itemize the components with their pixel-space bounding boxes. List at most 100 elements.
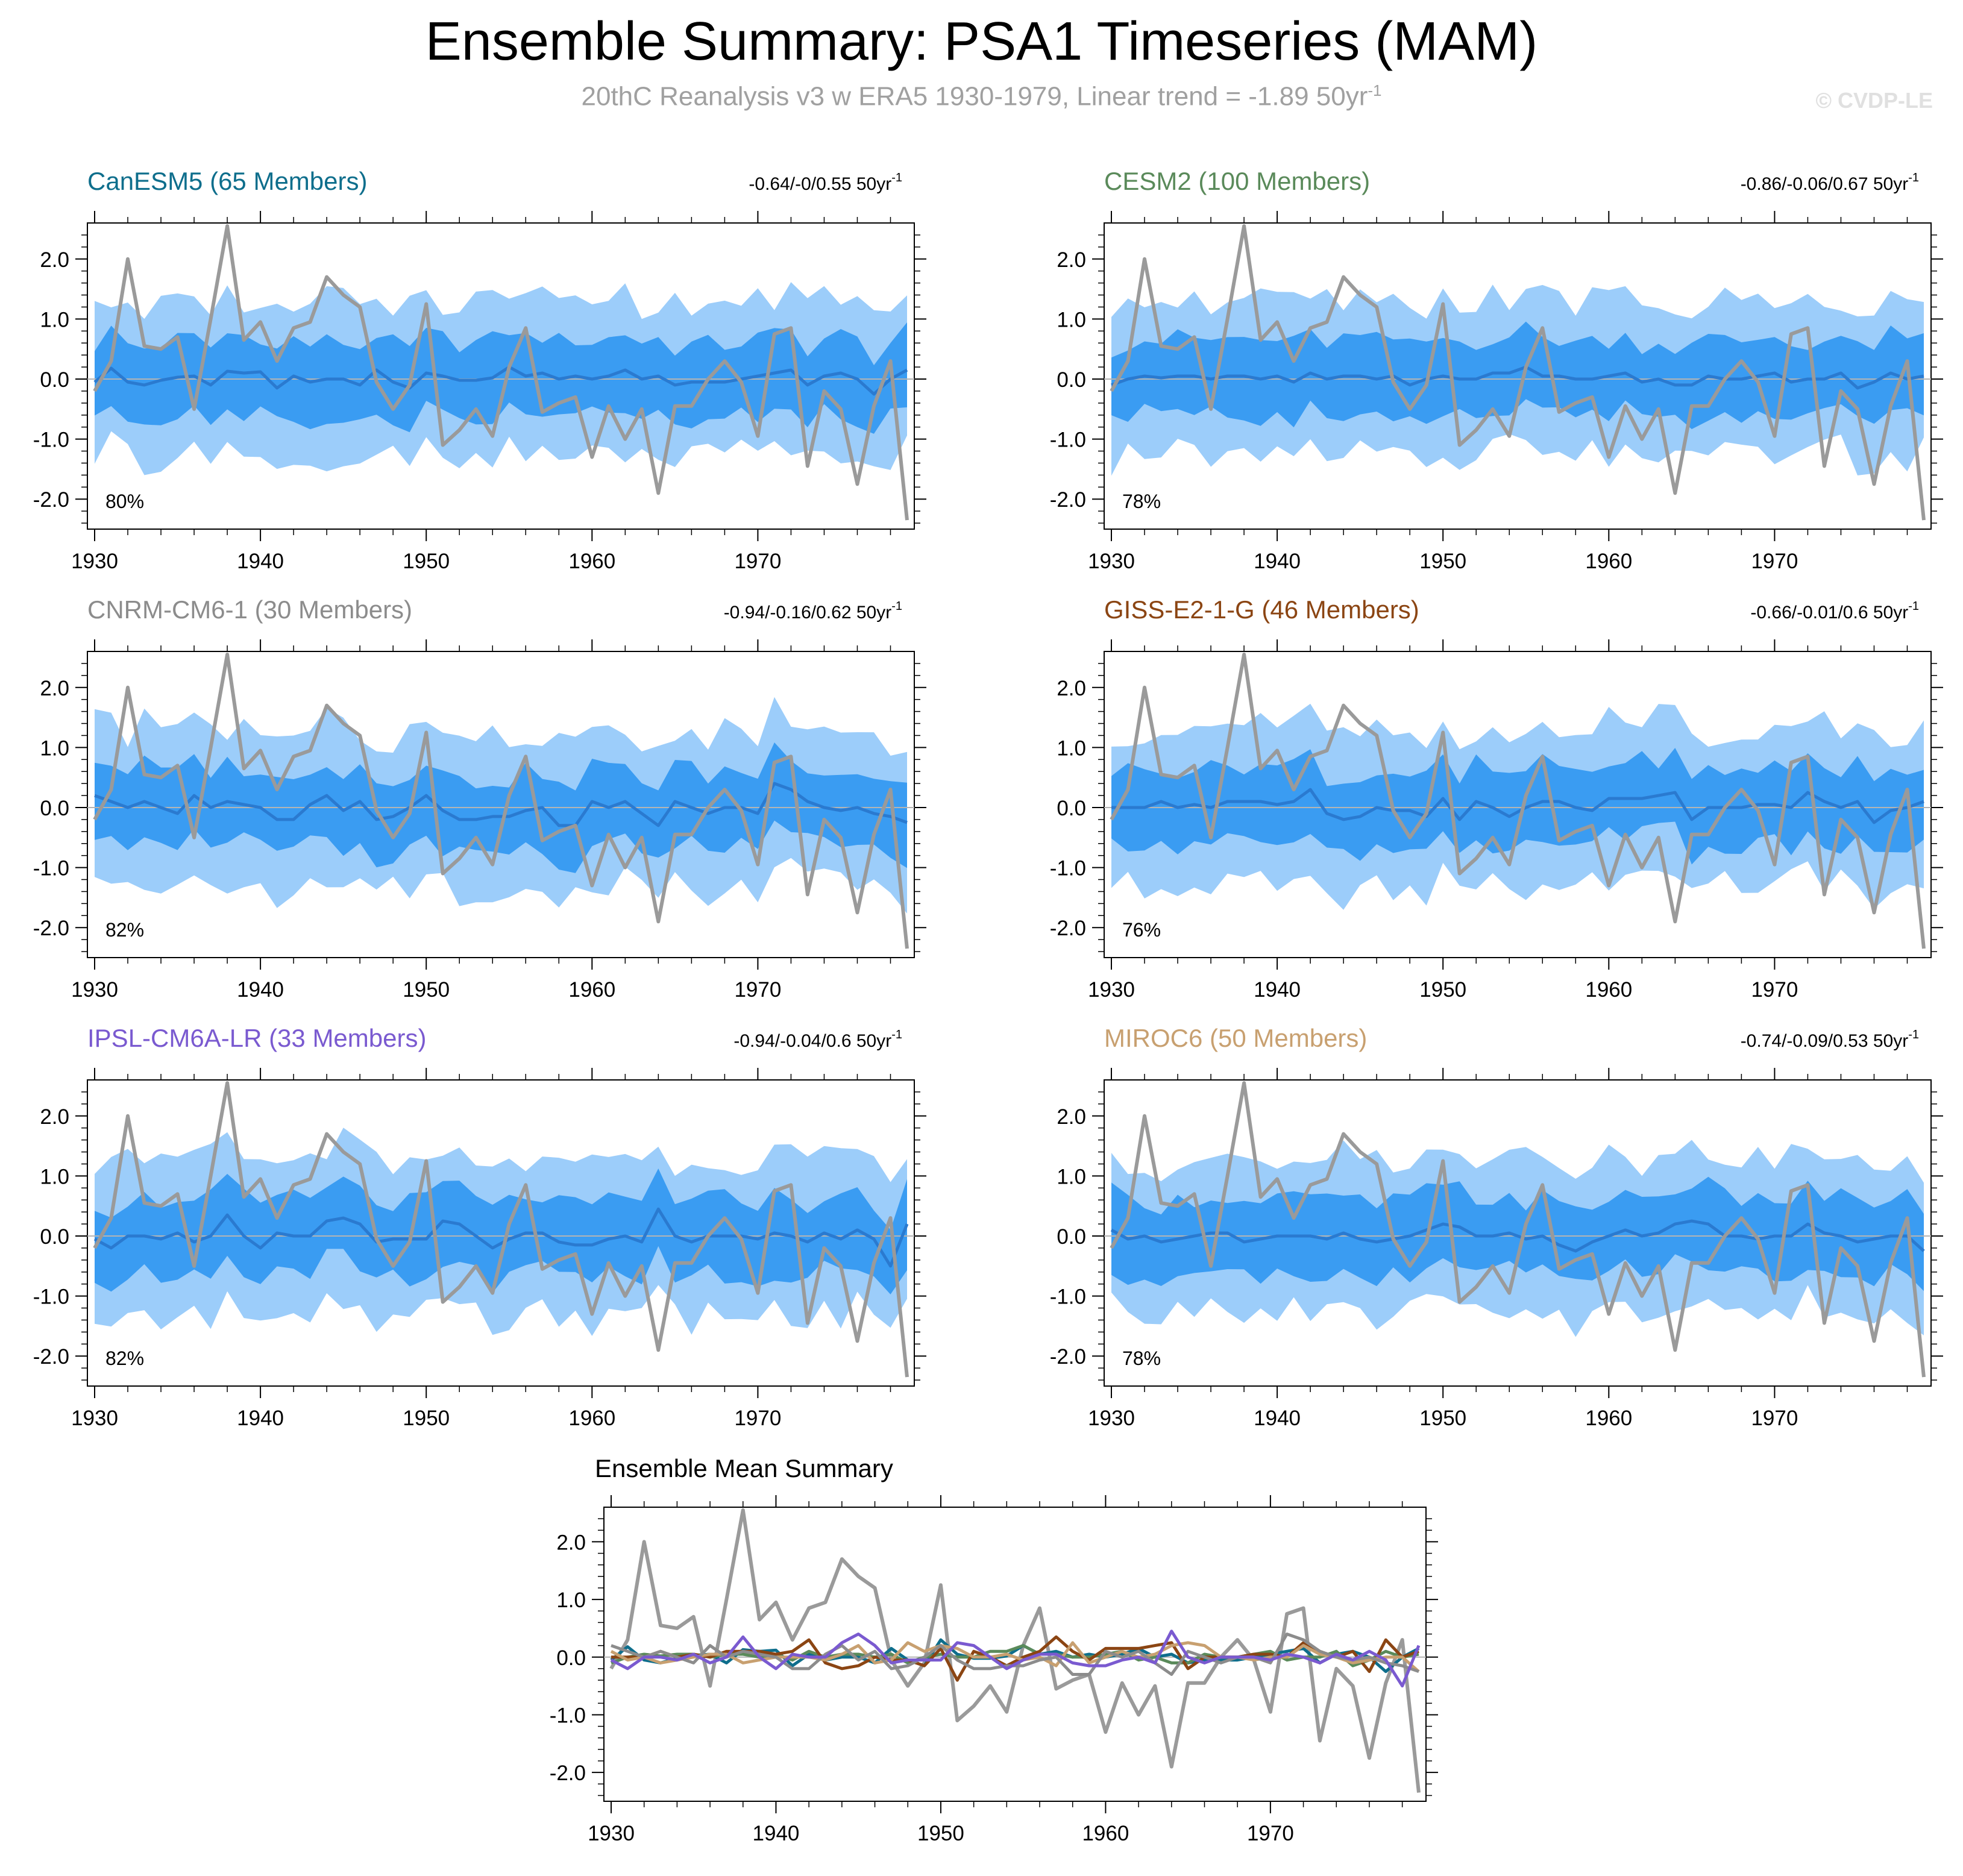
trend-label: -0.86/-0.06/0.67 50yr-1 — [1741, 171, 1919, 194]
trend-label-exponent: -1 — [1908, 171, 1919, 184]
credit-label: © CVDP-LE — [1815, 88, 1933, 113]
panel-cesm2: 2.0 1.0 0.0 -1.0 -2.0 1930 1940 1950 1960 1970 CES… — [1050, 167, 1943, 573]
y-tick-label: 1.0 — [1057, 308, 1086, 331]
panel-canesm5: 2.0 1.0 0.0 -1.0 -2.0 1930 1940 1950 1960 1970 Can… — [33, 167, 926, 573]
x-tick-label: 1930 — [71, 550, 118, 573]
x-tick-label: 1960 — [568, 1407, 615, 1430]
y-tick-label: -2.0 — [1050, 488, 1086, 512]
x-tick-label: 1950 — [1419, 550, 1466, 573]
page-subtitle: 20thC Reanalysis v3 w ERA5 1930-1979, Li… — [0, 81, 1963, 112]
panel-summary: 2.0 1.0 0.0 -1.0 -2.0 1930 1940 1950 1960 1970 Ens… — [550, 1454, 1438, 1845]
trend-label-exponent: -1 — [1908, 600, 1919, 613]
x-tick-label: 1970 — [1751, 1407, 1798, 1430]
subtitle-exponent: -1 — [1368, 81, 1382, 99]
x-tick-label: 1940 — [237, 550, 284, 573]
x-tick-label: 1970 — [734, 978, 781, 1002]
y-tick-label: 1.0 — [40, 1165, 69, 1188]
y-tick-label: -2.0 — [550, 1761, 586, 1785]
ensemble-mean-line — [1110, 1219, 1925, 1253]
y-tick-label: 2.0 — [40, 1105, 69, 1129]
y-tick-label: -1.0 — [1050, 428, 1086, 452]
x-tick-label: 1950 — [917, 1822, 964, 1845]
ensemble-mean-line — [1111, 365, 1924, 390]
trend-label-exponent: -1 — [891, 600, 902, 613]
y-tick-label: 2.0 — [1057, 677, 1086, 700]
y-tick-label: 0.0 — [556, 1646, 586, 1670]
y-tick-label: 0.0 — [40, 368, 69, 392]
x-tick-label: 1970 — [734, 550, 781, 573]
summary-series-miroc6 — [610, 1641, 1420, 1673]
x-tick-label: 1970 — [1751, 978, 1798, 1002]
trend-label: -0.94/-0.04/0.6 50yr-1 — [733, 1028, 902, 1051]
x-tick-label: 1940 — [237, 1407, 284, 1430]
percent-label: 76% — [1122, 919, 1161, 941]
x-tick-label: 1940 — [1254, 978, 1301, 1002]
panel-title: CNRM-CM6-1 (30 Members) — [87, 595, 412, 624]
y-tick-label: -2.0 — [1050, 917, 1086, 940]
x-tick-label: 1960 — [1585, 1407, 1632, 1430]
y-tick-label: 0.0 — [40, 797, 69, 820]
x-tick-label: 1950 — [1419, 1407, 1466, 1430]
x-tick-label: 1940 — [753, 1822, 800, 1845]
observed-line — [1110, 1081, 1926, 1378]
panel-title: CanESM5 (65 Members) — [87, 167, 367, 195]
ensemble-mean-line — [93, 1207, 909, 1268]
plot-frame — [1104, 651, 1932, 958]
trend-label: -0.66/-0.01/0.6 50yr-1 — [1750, 600, 1919, 623]
percent-label: 82% — [105, 1347, 144, 1369]
x-tick-label: 1930 — [588, 1822, 635, 1845]
x-tick-label: 1930 — [71, 978, 118, 1002]
x-tick-label: 1960 — [1082, 1822, 1129, 1845]
x-tick-label: 1960 — [1585, 550, 1632, 573]
percent-label: 82% — [105, 919, 144, 941]
plot-frame — [87, 651, 915, 958]
y-tick-label: -2.0 — [1050, 1345, 1086, 1369]
y-tick-label: 1.0 — [1057, 736, 1086, 760]
panel-title: IPSL-CM6A-LR (33 Members) — [87, 1024, 426, 1052]
inner-band — [1111, 1176, 1924, 1291]
panel-title: CESM2 (100 Members) — [1104, 167, 1370, 195]
panel-giss-e2-1-g: 2.0 1.0 0.0 -1.0 -2.0 1930 1940 1950 1960 1970 GIS… — [1050, 595, 1943, 1002]
trend-label: -0.64/-0/0.55 50yr-1 — [749, 171, 902, 194]
x-tick-label: 1940 — [1254, 1407, 1301, 1430]
x-tick-label: 1930 — [71, 1407, 118, 1430]
x-tick-label: 1960 — [1585, 978, 1632, 1002]
y-tick-label: 0.0 — [40, 1225, 69, 1249]
summary-series-ipsl-cm6a-lr — [610, 1630, 1421, 1688]
summary-title: Ensemble Mean Summary — [595, 1454, 893, 1482]
y-tick-label: 2.0 — [40, 677, 69, 700]
y-tick-label: 2.0 — [1057, 248, 1086, 272]
trend-label-exponent: -1 — [891, 1028, 902, 1041]
x-tick-label: 1950 — [403, 1407, 450, 1430]
x-tick-label: 1960 — [568, 978, 615, 1002]
y-tick-label: -1.0 — [33, 428, 69, 452]
y-tick-label: -2.0 — [33, 1345, 69, 1369]
x-tick-label: 1930 — [1088, 550, 1135, 573]
x-tick-label: 1950 — [1419, 978, 1466, 1002]
y-tick-label: 1.0 — [1057, 1165, 1086, 1188]
y-tick-label: 2.0 — [556, 1531, 586, 1554]
plot-frame — [87, 222, 915, 530]
y-tick-label: 1.0 — [556, 1589, 586, 1612]
y-tick-label: -1.0 — [1050, 857, 1086, 880]
plot-frame — [603, 1507, 1427, 1802]
y-tick-label: 0.0 — [1057, 1225, 1086, 1249]
percent-label: 78% — [1122, 491, 1161, 512]
panel-title: MIROC6 (50 Members) — [1104, 1024, 1367, 1052]
x-tick-label: 1940 — [237, 978, 284, 1002]
observed-line — [1110, 224, 1926, 521]
y-tick-label: -1.0 — [1050, 1285, 1086, 1309]
y-tick-label: 2.0 — [1057, 1105, 1086, 1129]
plot-frame — [87, 1079, 915, 1387]
trend-label: -0.94/-0.16/0.62 50yr-1 — [724, 600, 902, 623]
observed-line — [93, 1081, 909, 1378]
x-tick-label: 1970 — [1751, 550, 1798, 573]
x-tick-label: 1950 — [403, 978, 450, 1002]
ensemble-mean-line — [1111, 788, 1924, 824]
panel-ipsl-cm6a-lr: 2.0 1.0 0.0 -1.0 -2.0 1930 1940 1950 1960 1970 IPS… — [33, 1024, 926, 1430]
observed-line — [93, 224, 909, 521]
panel-cnrm-cm6-1: 2.0 1.0 0.0 -1.0 -2.0 1930 1940 1950 1960 1970 CNR… — [33, 595, 926, 1002]
y-tick-label: -2.0 — [33, 917, 69, 940]
y-tick-label: 0.0 — [1057, 797, 1086, 820]
